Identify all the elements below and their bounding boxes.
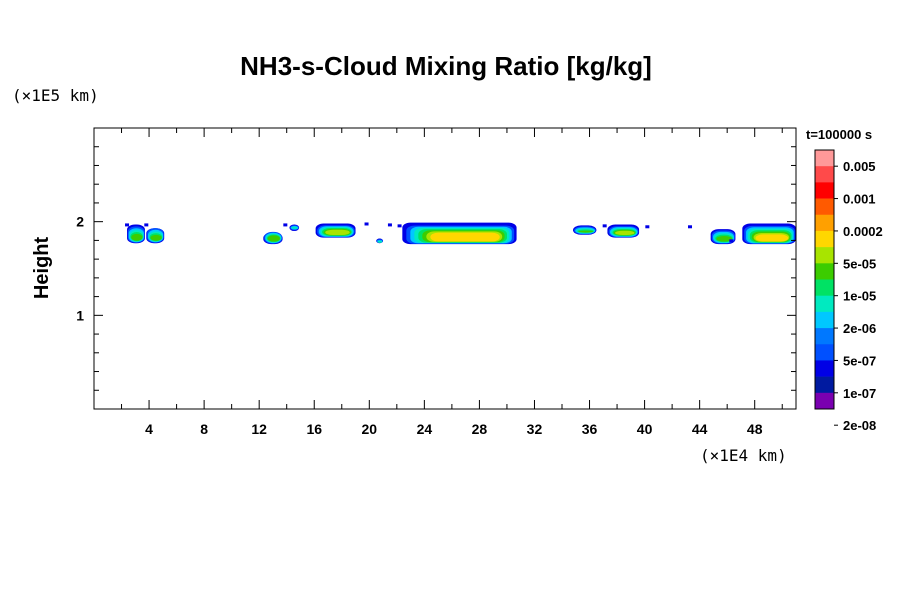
cloud-contours <box>125 222 796 245</box>
y-axis-label: Height <box>31 237 53 300</box>
colorbar-label: 1e-07 <box>843 386 876 401</box>
colorbar-label: 5e-07 <box>843 353 876 368</box>
x-tick-label: 40 <box>637 421 653 437</box>
cloud-patch <box>402 222 517 245</box>
colorbar-swatch <box>815 376 834 394</box>
cloud-layer <box>430 232 500 242</box>
colorbar-swatch <box>815 295 834 313</box>
colorbar: 0.005 0.001 0.0002 5e-05 1e-05 2e-06 5e-07 1e-0… <box>814 149 883 433</box>
cloud-patch <box>127 224 145 244</box>
cloud-layer <box>267 235 280 242</box>
colorbar-swatch <box>815 150 834 167</box>
cloud-layer <box>377 240 383 243</box>
cloud-speck <box>602 224 607 228</box>
colorbar-swatch <box>815 344 834 361</box>
cloud-layer <box>131 233 143 241</box>
colorbar-label: 0.001 <box>843 192 876 207</box>
x-tick-label: 16 <box>306 421 322 437</box>
time-label: t=100000 s <box>806 127 872 142</box>
cloud-layer <box>578 230 594 233</box>
plot-frame <box>93 127 797 410</box>
colorbar-label: 0.0002 <box>843 224 883 239</box>
cloud-patch <box>376 238 384 244</box>
cloud-speck <box>645 225 650 229</box>
y-unit-label: (×1E5 km) <box>12 86 99 105</box>
cloud-patch <box>710 229 736 245</box>
colorbar-swatch <box>815 328 834 345</box>
colorbar-label: 2e-06 <box>843 321 876 336</box>
cloud-speck <box>729 239 734 243</box>
colorbar-swatch <box>815 392 834 410</box>
cloud-patch <box>315 223 356 238</box>
colorbar-swatch <box>815 230 834 248</box>
cloud-patch <box>263 231 283 245</box>
x-tick-label: 36 <box>582 421 598 437</box>
colorbar-label: 0.005 <box>843 159 876 174</box>
x-tick-label: 28 <box>472 421 488 437</box>
x-tick-label: 12 <box>251 421 267 437</box>
colorbar-frame <box>814 149 835 410</box>
x-tick-label: 20 <box>362 421 378 437</box>
x-tick-label: 48 <box>747 421 763 437</box>
colorbar-swatch <box>815 360 834 377</box>
cloud-speck <box>688 225 693 229</box>
x-tick-label: 4 <box>145 421 153 437</box>
cloud-speck <box>125 223 130 227</box>
x-tick-label: 8 <box>200 421 208 437</box>
cloud-speck <box>397 224 402 228</box>
colorbar-swatch <box>815 214 834 232</box>
y-tick-label: 1 <box>76 307 84 323</box>
colorbar-label: 1e-05 <box>843 289 876 304</box>
cloud-speck <box>283 223 288 227</box>
colorbar-swatch <box>815 247 834 264</box>
cloud-layer <box>716 236 732 242</box>
x-axis-ticks: 4 8 12 16 20 24 28 32 36 40 44 48 <box>121 128 783 437</box>
cloud-layer <box>615 230 635 236</box>
cloud-speck <box>364 222 369 226</box>
colorbar-label: 5e-05 <box>843 256 876 271</box>
chart-title: NH3-s-Cloud Mixing Ratio [kg/kg] <box>240 51 652 81</box>
cloud-layer <box>291 226 298 229</box>
colorbar-label: 2e-08 <box>843 418 876 433</box>
cloud-layer <box>325 229 350 236</box>
cloud-patch <box>573 225 597 235</box>
colorbar-swatch <box>815 311 834 329</box>
cloud-patch <box>742 223 796 245</box>
x-tick-label: 32 <box>527 421 543 437</box>
colorbar-swatch <box>815 279 834 296</box>
cloud-layer <box>755 234 789 242</box>
x-tick-label: 24 <box>417 421 433 437</box>
cloud-layer <box>150 234 162 241</box>
cloud-speck <box>387 223 392 227</box>
plot-area: 4 8 12 16 20 24 28 32 36 40 44 48 12 <box>76 127 797 437</box>
x-unit-label: (×1E4 km) <box>700 446 787 465</box>
y-tick-label: 2 <box>76 214 84 230</box>
cloud-patch <box>146 228 165 244</box>
cloud-patch <box>607 224 640 238</box>
colorbar-swatch <box>815 182 834 199</box>
colorbar-swatch <box>815 198 834 216</box>
colorbar-swatch <box>815 263 834 280</box>
cloud-speck <box>144 223 149 227</box>
cloud-patch <box>289 224 300 232</box>
y-axis-ticks: 12 <box>76 146 796 391</box>
colorbar-swatch <box>815 166 834 183</box>
x-tick-label: 44 <box>692 421 708 437</box>
